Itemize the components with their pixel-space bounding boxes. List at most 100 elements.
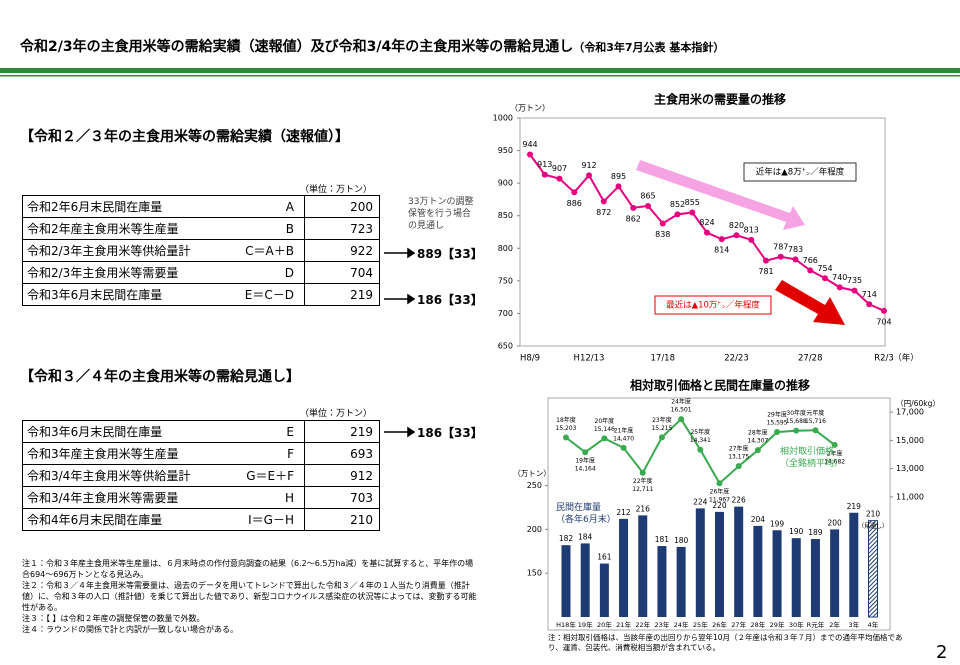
point-label: 28年度 (748, 429, 768, 437)
page-number: 2 (936, 642, 948, 663)
table-row: 令和2年6月末民間在庫量 A 200 (22, 195, 380, 218)
x-tick-label: 28年 (750, 620, 765, 629)
data-label: 912 (581, 161, 596, 170)
y-tick-label: 1000 (493, 114, 513, 123)
annotation: 最近は▲10万㌧／年程度 (666, 300, 760, 311)
page-title: 令和2/3年の主食用米等の需給実績（速報値）及び令和3/4年の主食用米等の需給見… (20, 36, 724, 56)
data-label: 15,215 (651, 425, 672, 432)
data-point (586, 172, 592, 179)
bar (849, 512, 859, 617)
unit: （単位：万トン） (300, 409, 373, 419)
data-label: 220 (712, 501, 727, 510)
subtitle: （令和3年7月公表 基本指針） (573, 41, 725, 54)
table-row: 令和3年6月末民間在庫量 E 219 (22, 420, 380, 443)
x-tick-label: 3年 (848, 620, 859, 629)
data-label: 14,341 (690, 437, 711, 444)
y-axis-label: （万トン） (510, 104, 550, 113)
x-tick-label: H18年 (556, 620, 576, 629)
x-tick-label: 22/23 (724, 354, 749, 364)
data-point (556, 175, 563, 182)
data-label: 862 (626, 214, 641, 223)
bar (599, 563, 609, 617)
bar (695, 508, 705, 617)
data-point (866, 301, 873, 308)
note: 注１：令和３年産主食用米等生産量は、６月末時点の作付意向調査の結果（6.2～6.… (22, 559, 474, 579)
data-point (659, 220, 666, 227)
note: 注４：ラウンドの関係で計と内訳が一致しない場合がある。 (22, 625, 238, 634)
data-label: 200 (827, 518, 842, 527)
annotation-box (654, 295, 772, 315)
data-point (639, 469, 646, 476)
bar (580, 543, 590, 617)
table-cell: 令和2/3年主食用米等供給量計 (22, 239, 229, 262)
plot-frame (519, 117, 886, 347)
table-row: 令和2年産主食用米等生産量 B 723 (22, 217, 380, 240)
unit: （単位：万トン） (300, 185, 373, 195)
data-point (792, 256, 799, 263)
section-title: 【令和３／４年の主食用米等の需給見通し】 (20, 369, 300, 385)
data-label: 15,146 (594, 426, 615, 433)
x-tick-label: 20年 (597, 620, 612, 629)
data-label: 184 (578, 532, 593, 541)
note: 注３：【 】は令和２年産の調整保管の数量で外数。 (22, 614, 205, 623)
data-label: 754 (817, 264, 832, 273)
bar (868, 520, 878, 618)
legend-entry: 相対取引価格 （全銘柄平均） (780, 447, 844, 469)
header-line (0, 75, 960, 77)
table-cell: A (228, 195, 306, 218)
y2-tick-label: 17,000 (896, 408, 924, 417)
data-label: 852 (670, 200, 685, 209)
x-tick-label: H8/9 (520, 354, 540, 364)
data-label: 886 (567, 199, 582, 208)
data-label: 212 (616, 508, 631, 517)
data-label: 12,711 (632, 486, 653, 493)
data-point (601, 435, 608, 442)
table-row: 令和3年6月末民間在庫量 E＝C－D 219 (22, 283, 380, 306)
point-label: 27年度 (729, 445, 749, 453)
table-cell: 令和2年産主食用米等生産量 (22, 217, 229, 240)
y-tick-label: 800 (498, 244, 513, 253)
data-label: 14,307 (747, 438, 768, 445)
x-tick-label: 26年 (712, 620, 727, 629)
data-label: 181 (655, 535, 670, 544)
bar (772, 530, 782, 617)
data-point (541, 171, 548, 178)
data-point (630, 204, 637, 211)
point-label: 元年度 (806, 409, 824, 417)
data-label: 16,501 (671, 407, 692, 414)
table-cell: 令和3/4年主食用米等供給量計 (22, 464, 230, 487)
data-point (600, 198, 607, 205)
data-label: 838 (655, 230, 670, 239)
table-cell: I＝G－H (229, 508, 306, 531)
data-point (697, 446, 704, 453)
data-point (763, 257, 769, 264)
table-cell: 723 (304, 217, 380, 240)
point-label: 29年度 (767, 410, 787, 418)
x-tick-label: 24年 (674, 620, 689, 629)
data-label: 714 (862, 290, 877, 299)
data-point (735, 463, 742, 470)
data-label: 872 (596, 208, 611, 217)
table-cell: 912 (304, 464, 380, 487)
data-label: 15,716 (805, 418, 826, 425)
chart-title: 主食用米の需要量の推移 (654, 92, 786, 107)
data-label: 13,175 (728, 454, 749, 461)
x-tick-label: R2/3 (874, 354, 894, 364)
bar (810, 539, 820, 617)
data-label: 14,470 (613, 435, 634, 442)
plot-frame (547, 397, 891, 631)
data-label: 895 (611, 172, 626, 181)
table-cell: F (229, 442, 306, 465)
side-note: 33万トンの調整保管を行う場合の見通し (408, 197, 474, 231)
data-label: 189 (808, 528, 823, 537)
y-tick-label: 900 (498, 179, 513, 188)
table-cell: 693 (304, 442, 380, 465)
data-point (689, 209, 696, 216)
table-cell: 200 (304, 195, 380, 218)
data-label: 781 (758, 267, 773, 276)
y2-axis-label: （円/60kg） (896, 399, 940, 408)
point-label: 22年度 (633, 477, 653, 485)
data-label: 210 (866, 510, 881, 519)
x-tick-label: 27/28 (798, 354, 823, 364)
